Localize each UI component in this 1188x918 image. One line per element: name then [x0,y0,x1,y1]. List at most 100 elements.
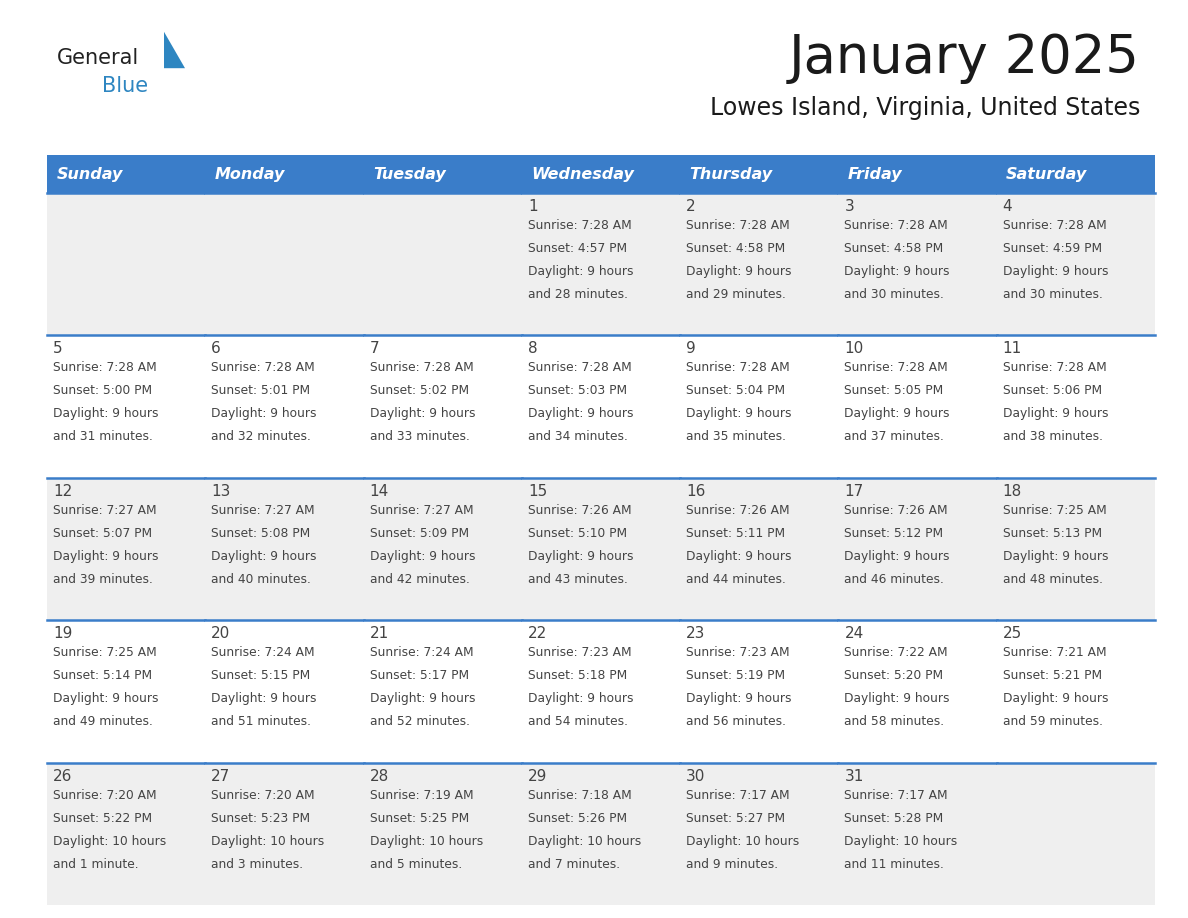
Text: Daylight: 9 hours: Daylight: 9 hours [369,550,475,563]
Text: Daylight: 9 hours: Daylight: 9 hours [369,692,475,705]
Text: Sunset: 5:25 PM: Sunset: 5:25 PM [369,812,469,824]
Text: Daylight: 9 hours: Daylight: 9 hours [1003,265,1108,278]
Text: and 29 minutes.: and 29 minutes. [687,288,786,301]
Text: 21: 21 [369,626,388,641]
Text: and 40 minutes.: and 40 minutes. [211,573,311,586]
Text: 25: 25 [1003,626,1022,641]
Text: Sunset: 5:11 PM: Sunset: 5:11 PM [687,527,785,540]
Text: Sunset: 5:13 PM: Sunset: 5:13 PM [1003,527,1101,540]
Text: Sunset: 5:05 PM: Sunset: 5:05 PM [845,385,943,397]
Text: Sunrise: 7:22 AM: Sunrise: 7:22 AM [845,646,948,659]
Text: and 7 minutes.: and 7 minutes. [527,857,620,870]
Text: Wednesday: Wednesday [531,166,634,182]
Text: Sunrise: 7:28 AM: Sunrise: 7:28 AM [53,362,157,375]
Text: Sunset: 5:23 PM: Sunset: 5:23 PM [211,812,310,824]
Text: and 32 minutes.: and 32 minutes. [211,431,311,443]
Text: Daylight: 10 hours: Daylight: 10 hours [687,834,800,847]
Text: Sunset: 5:06 PM: Sunset: 5:06 PM [1003,385,1101,397]
Text: 3: 3 [845,199,854,214]
Text: Sunrise: 7:18 AM: Sunrise: 7:18 AM [527,789,632,801]
Text: 31: 31 [845,768,864,784]
Text: Sunrise: 7:21 AM: Sunrise: 7:21 AM [1003,646,1106,659]
Text: and 28 minutes.: and 28 minutes. [527,288,627,301]
Text: Sunrise: 7:28 AM: Sunrise: 7:28 AM [845,219,948,232]
Text: 13: 13 [211,484,230,498]
Text: Sunset: 4:57 PM: Sunset: 4:57 PM [527,242,627,255]
Text: 6: 6 [211,341,221,356]
Text: Sunset: 4:59 PM: Sunset: 4:59 PM [1003,242,1101,255]
Text: Daylight: 9 hours: Daylight: 9 hours [687,408,791,420]
Text: Sunrise: 7:25 AM: Sunrise: 7:25 AM [1003,504,1106,517]
Text: Sunrise: 7:24 AM: Sunrise: 7:24 AM [211,646,315,659]
Text: and 44 minutes.: and 44 minutes. [687,573,786,586]
Text: Sunrise: 7:28 AM: Sunrise: 7:28 AM [687,219,790,232]
Text: Sunrise: 7:25 AM: Sunrise: 7:25 AM [53,646,157,659]
Text: Sunrise: 7:28 AM: Sunrise: 7:28 AM [845,362,948,375]
Text: and 39 minutes.: and 39 minutes. [53,573,153,586]
Text: 29: 29 [527,768,548,784]
Text: Sunrise: 7:28 AM: Sunrise: 7:28 AM [527,219,632,232]
Text: Sunset: 5:26 PM: Sunset: 5:26 PM [527,812,627,824]
Text: Daylight: 9 hours: Daylight: 9 hours [53,408,158,420]
Text: 20: 20 [211,626,230,641]
Text: Sunset: 5:12 PM: Sunset: 5:12 PM [845,527,943,540]
Text: Daylight: 9 hours: Daylight: 9 hours [527,408,633,420]
Text: and 56 minutes.: and 56 minutes. [687,715,786,728]
Text: and 30 minutes.: and 30 minutes. [845,288,944,301]
Text: Sunrise: 7:20 AM: Sunrise: 7:20 AM [53,789,157,801]
Text: Sunrise: 7:28 AM: Sunrise: 7:28 AM [1003,219,1106,232]
Text: and 33 minutes.: and 33 minutes. [369,431,469,443]
Text: Daylight: 9 hours: Daylight: 9 hours [845,265,950,278]
Text: Daylight: 9 hours: Daylight: 9 hours [527,265,633,278]
Text: Sunrise: 7:28 AM: Sunrise: 7:28 AM [1003,362,1106,375]
Text: Daylight: 9 hours: Daylight: 9 hours [1003,550,1108,563]
Text: Sunset: 5:07 PM: Sunset: 5:07 PM [53,527,152,540]
Text: and 43 minutes.: and 43 minutes. [527,573,627,586]
Text: 7: 7 [369,341,379,356]
Text: 10: 10 [845,341,864,356]
Text: Daylight: 9 hours: Daylight: 9 hours [527,692,633,705]
Text: and 35 minutes.: and 35 minutes. [687,431,786,443]
Text: Thursday: Thursday [690,166,772,182]
Text: Sunrise: 7:23 AM: Sunrise: 7:23 AM [687,646,790,659]
Text: 9: 9 [687,341,696,356]
Text: 12: 12 [53,484,72,498]
Text: Sunrise: 7:20 AM: Sunrise: 7:20 AM [211,789,315,801]
Text: 2: 2 [687,199,696,214]
Text: Sunset: 4:58 PM: Sunset: 4:58 PM [687,242,785,255]
Text: Sunset: 5:00 PM: Sunset: 5:00 PM [53,385,152,397]
Text: Daylight: 9 hours: Daylight: 9 hours [211,550,317,563]
Text: 30: 30 [687,768,706,784]
Text: 27: 27 [211,768,230,784]
Text: Sunrise: 7:27 AM: Sunrise: 7:27 AM [53,504,157,517]
Text: Sunset: 5:03 PM: Sunset: 5:03 PM [527,385,627,397]
Text: 4: 4 [1003,199,1012,214]
Text: Sunrise: 7:28 AM: Sunrise: 7:28 AM [369,362,473,375]
Text: Daylight: 9 hours: Daylight: 9 hours [845,692,950,705]
Text: 16: 16 [687,484,706,498]
Text: Sunrise: 7:28 AM: Sunrise: 7:28 AM [211,362,315,375]
Text: Daylight: 9 hours: Daylight: 9 hours [1003,408,1108,420]
Text: Sunset: 5:14 PM: Sunset: 5:14 PM [53,669,152,682]
Text: Daylight: 9 hours: Daylight: 9 hours [687,550,791,563]
Text: and 31 minutes.: and 31 minutes. [53,431,153,443]
Text: Lowes Island, Virginia, United States: Lowes Island, Virginia, United States [709,96,1140,120]
Text: Daylight: 9 hours: Daylight: 9 hours [687,265,791,278]
Text: and 59 minutes.: and 59 minutes. [1003,715,1102,728]
Text: 5: 5 [53,341,63,356]
Text: and 48 minutes.: and 48 minutes. [1003,573,1102,586]
Text: Daylight: 9 hours: Daylight: 9 hours [53,550,158,563]
Text: Tuesday: Tuesday [373,166,446,182]
Text: Daylight: 9 hours: Daylight: 9 hours [845,550,950,563]
Text: Daylight: 9 hours: Daylight: 9 hours [687,692,791,705]
Text: 17: 17 [845,484,864,498]
Text: and 30 minutes.: and 30 minutes. [1003,288,1102,301]
Text: Sunset: 5:01 PM: Sunset: 5:01 PM [211,385,310,397]
Text: and 38 minutes.: and 38 minutes. [1003,431,1102,443]
Text: Daylight: 9 hours: Daylight: 9 hours [527,550,633,563]
Text: Sunrise: 7:24 AM: Sunrise: 7:24 AM [369,646,473,659]
Text: Sunrise: 7:28 AM: Sunrise: 7:28 AM [687,362,790,375]
Text: January 2025: January 2025 [789,32,1140,84]
Text: Sunset: 4:58 PM: Sunset: 4:58 PM [845,242,943,255]
Text: 1: 1 [527,199,537,214]
